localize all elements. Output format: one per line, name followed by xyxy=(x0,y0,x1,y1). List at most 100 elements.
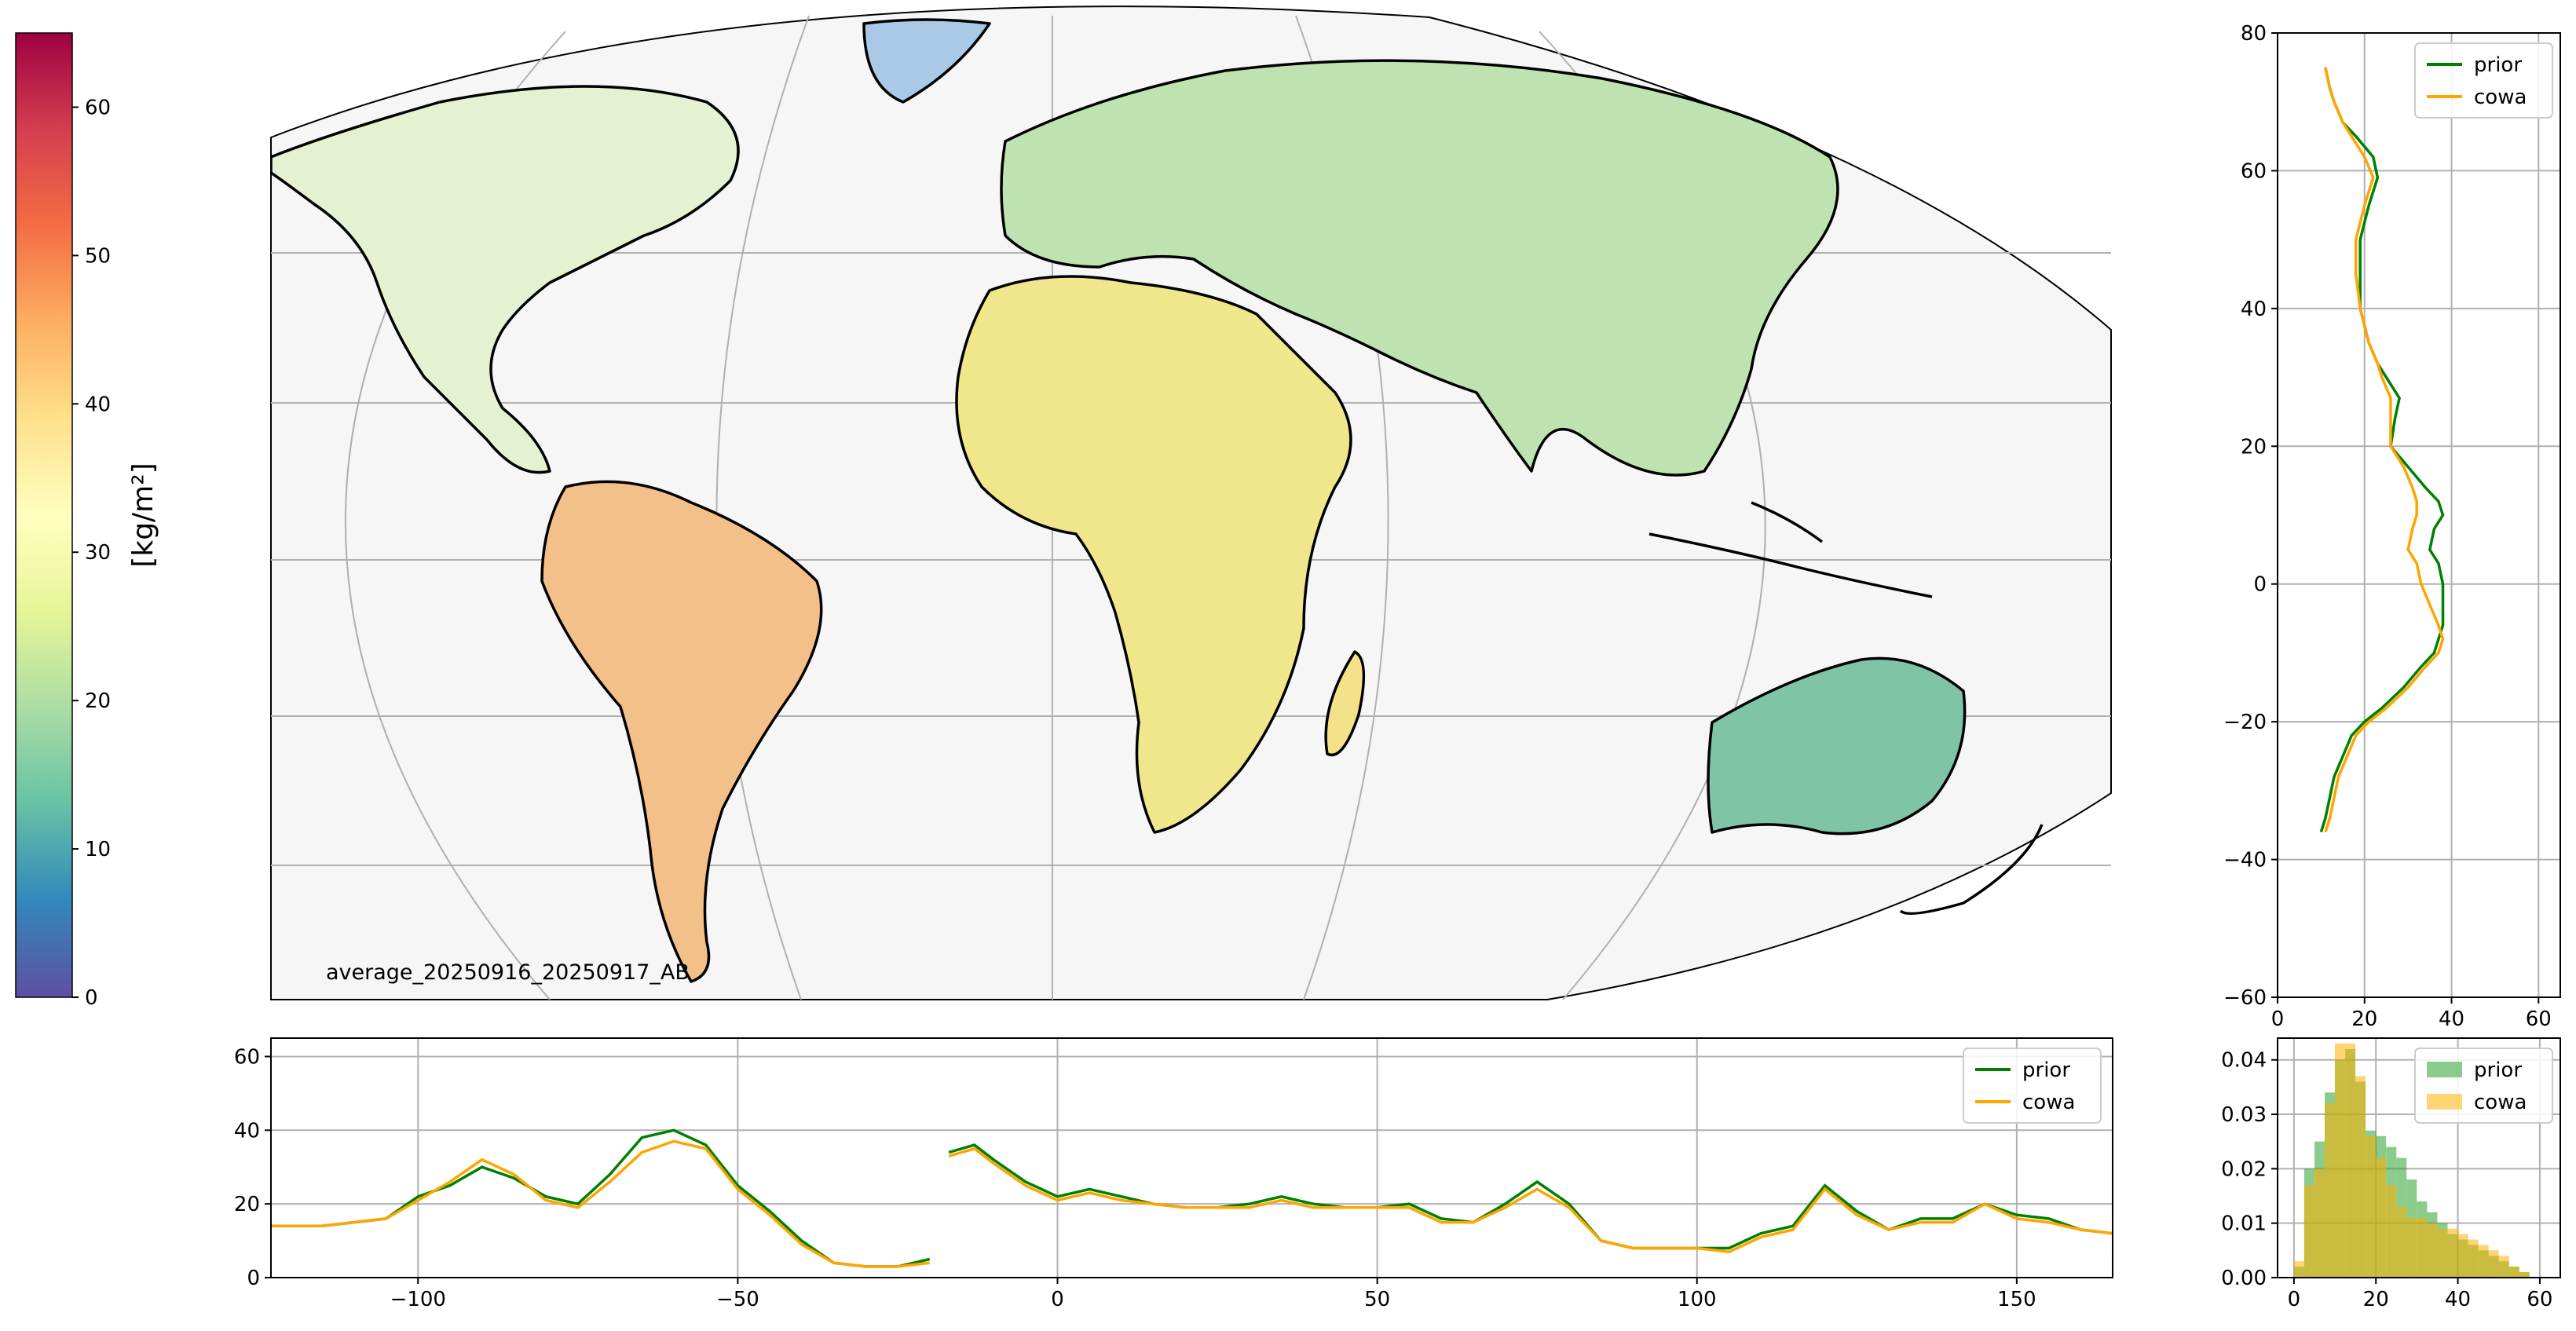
histogram-bar-cowa xyxy=(2325,1103,2335,1278)
histogram-panel: 0.00 0.01 0.02 0.03 0.04 0 20 40 60 prior cowa xyxy=(2221,1037,2561,1311)
bottom-ticks: 0 20 40 60 −100 −50 0 50 100 150 xyxy=(234,1045,2036,1311)
y-tick-label: 60 xyxy=(234,1045,260,1069)
y-tick-label: 0.04 xyxy=(2221,1049,2267,1073)
series-line-prior xyxy=(2319,67,2445,833)
colorbar: 0 10 20 30 40 50 60 [kg/m²] xyxy=(15,32,159,1010)
histogram-bar-cowa xyxy=(2366,1135,2377,1278)
australia xyxy=(1707,656,1967,836)
histogram-bar-cowa xyxy=(2508,1267,2519,1278)
histogram-bar-cowa xyxy=(2396,1206,2407,1278)
histogram-bar-cowa xyxy=(2406,1217,2417,1278)
y-tick-label: 0.00 xyxy=(2221,1267,2267,1290)
x-tick-label: 40 xyxy=(2445,1288,2471,1311)
histogram-bar-cowa xyxy=(2345,1043,2356,1278)
histogram-bar-cowa xyxy=(2498,1256,2509,1278)
latitude-profile-panel: −60 −40 −20 0 20 40 60 80 0 20 40 60 prior cowa xyxy=(2223,22,2561,1031)
legend-label-prior: prior xyxy=(2022,1059,2070,1082)
x-tick-label: 0 xyxy=(1051,1288,1064,1311)
legend-label-prior: prior xyxy=(2474,53,2522,77)
histogram-bar-cowa xyxy=(2293,1261,2304,1278)
histogram-bar-cowa xyxy=(2376,1157,2387,1278)
y-tick-label: 0 xyxy=(247,1267,260,1290)
x-tick-label: 60 xyxy=(2527,1288,2552,1311)
y-tick-label: 80 xyxy=(2241,22,2267,46)
legend-swatch-cowa xyxy=(2427,1094,2462,1110)
side-ticks: −60 −40 −20 0 20 40 60 80 0 20 40 60 xyxy=(2223,22,2552,1031)
histogram-bar-cowa xyxy=(2314,1168,2325,1278)
colorbar-tick-label: 50 xyxy=(85,244,111,268)
y-tick-label: 40 xyxy=(234,1119,260,1143)
europe-asia xyxy=(1000,59,1839,477)
histogram-bar-cowa xyxy=(2303,1185,2314,1278)
histogram-bar-cowa xyxy=(2335,1043,2345,1278)
colorbar-tick-label: 10 xyxy=(85,838,111,861)
new-zealand xyxy=(1899,824,2044,916)
x-tick-label: 60 xyxy=(2526,1007,2552,1031)
colorbar-tick-label: 40 xyxy=(85,393,111,416)
y-tick-label: 20 xyxy=(234,1193,260,1216)
map-panel: average_20250916_20250917_AB xyxy=(270,5,2112,1000)
x-tick-label: 0 xyxy=(2288,1288,2301,1311)
histogram-bar-cowa xyxy=(2478,1245,2489,1278)
colorbar-tick-label: 0 xyxy=(85,986,98,1010)
legend-label-prior: prior xyxy=(2474,1059,2522,1082)
histogram-ticks: 0.00 0.01 0.02 0.03 0.04 0 20 40 60 xyxy=(2221,1049,2552,1311)
series-line-cowa xyxy=(271,1139,2113,1268)
y-tick-label: 0.03 xyxy=(2221,1103,2267,1127)
legend-swatch-prior xyxy=(2427,1062,2462,1077)
y-tick-label: 0 xyxy=(2253,573,2267,597)
histogram-bar-cowa xyxy=(2437,1228,2448,1278)
colorbar-ramp xyxy=(15,32,73,998)
bottom-legend: prior cowa xyxy=(1963,1048,2102,1124)
histogram-bar-cowa xyxy=(2355,1076,2366,1278)
bottom-grid xyxy=(271,1038,2113,1278)
histogram-bars xyxy=(2293,1043,2530,1278)
y-tick-label: −60 xyxy=(2223,986,2267,1010)
x-tick-label: 20 xyxy=(2351,1007,2377,1031)
y-tick-label: −40 xyxy=(2223,849,2267,872)
bottom-frame xyxy=(270,1037,2113,1278)
north-america xyxy=(271,85,740,474)
colorbar-tick-label: 60 xyxy=(85,96,111,119)
histogram-bar-cowa xyxy=(2447,1228,2458,1278)
map-caption: average_20250916_20250917_AB xyxy=(326,960,690,985)
south-america xyxy=(540,480,823,983)
x-tick-label: −50 xyxy=(716,1288,759,1311)
y-tick-label: 60 xyxy=(2241,159,2267,183)
colorbar-tick-label: 30 xyxy=(85,541,111,565)
x-tick-label: 40 xyxy=(2439,1007,2464,1031)
legend-box xyxy=(1963,1048,2102,1124)
histogram-bar-cowa xyxy=(2457,1234,2468,1278)
side-legend: prior cowa xyxy=(2414,42,2553,119)
legend-label-cowa: cowa xyxy=(2022,1091,2075,1114)
x-tick-label: 20 xyxy=(2363,1288,2389,1311)
continents xyxy=(271,18,2044,983)
legend-box xyxy=(2414,42,2553,119)
histogram-bar-cowa xyxy=(2427,1223,2438,1278)
africa xyxy=(955,275,1352,834)
x-tick-label: 0 xyxy=(2271,1007,2285,1031)
histogram-bar-cowa xyxy=(2519,1272,2530,1278)
side-grid xyxy=(2277,32,2560,998)
legend-label-cowa: cowa xyxy=(2474,86,2527,109)
y-tick-label: 0.01 xyxy=(2221,1212,2267,1236)
series-line-cowa xyxy=(2324,67,2445,833)
histogram-frame xyxy=(2277,1037,2561,1278)
x-tick-label: 50 xyxy=(1364,1288,1390,1311)
side-frame xyxy=(2277,32,2561,998)
colorbar-ticks: 0 10 20 30 40 50 60 xyxy=(72,96,111,1010)
longitude-profile-panel: 0 20 40 60 −100 −50 0 50 100 150 prior cowa xyxy=(234,1037,2113,1311)
y-tick-label: 0.02 xyxy=(2221,1157,2267,1181)
greenland xyxy=(862,18,991,104)
legend-label-cowa: cowa xyxy=(2474,1091,2527,1114)
indonesia xyxy=(1648,501,1933,598)
x-tick-label: 100 xyxy=(1678,1288,1717,1311)
histogram-legend: prior cowa xyxy=(2414,1048,2553,1124)
y-tick-label: 20 xyxy=(2241,435,2267,459)
histogram-bar-cowa xyxy=(2488,1250,2499,1278)
x-tick-label: −100 xyxy=(390,1288,446,1311)
colorbar-label: [kg/m²] xyxy=(127,463,159,567)
x-tick-label: 150 xyxy=(1997,1288,2036,1311)
madagascar xyxy=(1324,650,1366,757)
